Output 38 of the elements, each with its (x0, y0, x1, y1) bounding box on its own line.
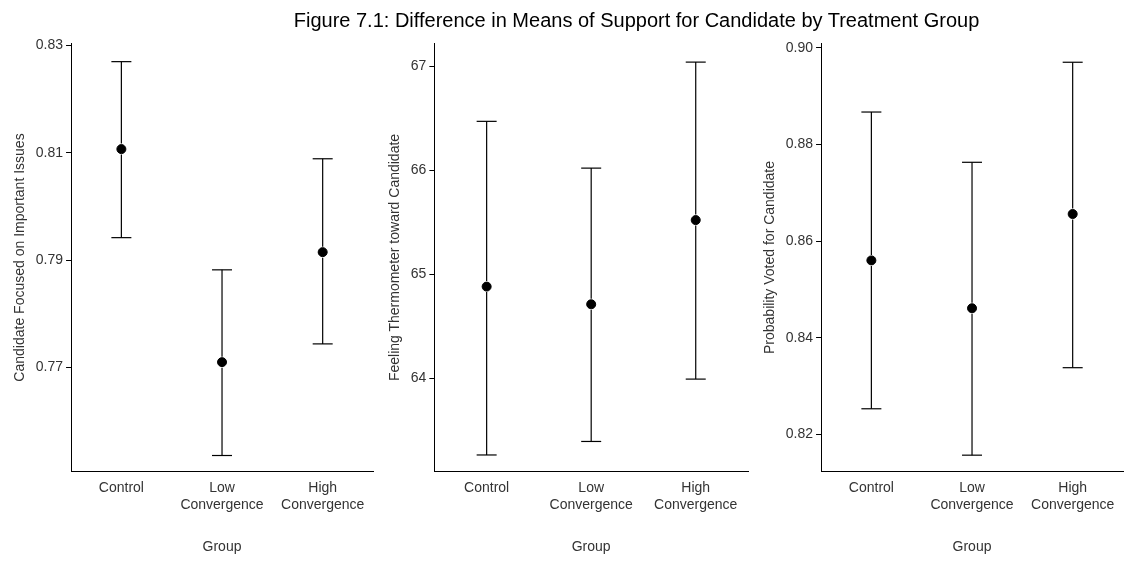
y-tick-label: 67 (410, 57, 427, 74)
text: Figure 7.1: Difference in Means of Support for Candidate by Treatment Group (292, 8, 981, 32)
point (586, 299, 597, 310)
y-tick-label: 0.90 (785, 38, 814, 55)
y-tick-label: 64 (410, 368, 427, 385)
x-tick-label: High Convergence (281, 478, 365, 512)
point (967, 303, 978, 314)
x-tick-label: Low Convergence (930, 478, 1014, 512)
point (317, 247, 328, 258)
y-axis-title: Candidate Focused on Important Issues (11, 133, 28, 382)
y-tick-label: 0.82 (785, 425, 814, 442)
y-tick-label: 0.83 (35, 36, 64, 53)
x-tick-label: Control (98, 478, 144, 495)
y-tick-label: 0.79 (35, 251, 64, 268)
y-tick-label: 0.88 (785, 135, 814, 152)
x-tick-label: Control (848, 478, 894, 495)
x-tick-label: High Convergence (1031, 478, 1115, 512)
y-tick-label: 65 (410, 264, 427, 281)
y-axis-title: Feeling Thermometer toward Candidate (386, 133, 403, 382)
y-tick-label: 0.81 (35, 143, 64, 160)
y-tick-label: 0.77 (35, 358, 64, 375)
y-axis-title: Probability Voted for Candidate (761, 160, 778, 355)
x-tick-label: Low Convergence (180, 478, 264, 512)
y-tick-label: 0.86 (785, 231, 814, 248)
x-tick-label: Control (464, 478, 510, 495)
point (866, 255, 877, 266)
point (217, 357, 228, 368)
y-tick-label: 0.84 (785, 328, 814, 345)
x-tick-label: Low Convergence (549, 478, 634, 512)
x-axis-title: Group (571, 538, 611, 555)
x-axis-title: Group (952, 538, 992, 555)
x-axis-title: Group (202, 538, 242, 555)
point (690, 215, 701, 226)
point (481, 281, 492, 292)
point (1067, 209, 1078, 219)
x-tick-label: High Convergence (654, 478, 738, 512)
point (116, 144, 127, 155)
y-tick-label: 66 (410, 161, 427, 178)
